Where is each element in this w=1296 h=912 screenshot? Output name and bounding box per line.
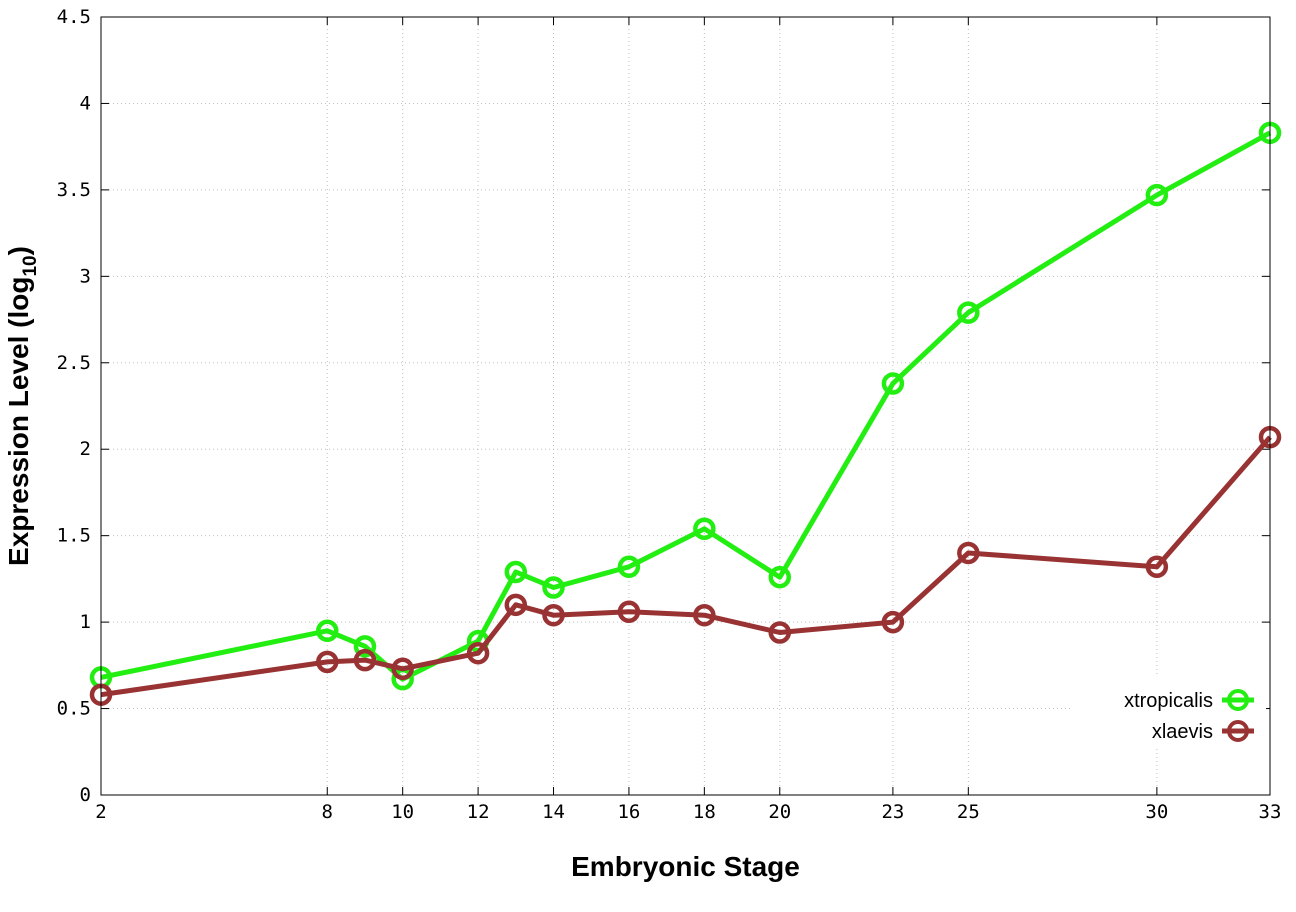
legend-label-xtropicalis: xtropicalis [1124,690,1213,712]
x-tick-label: 18 [693,801,716,823]
y-tick-label: 2.5 [57,352,91,374]
series-line-xlaevis [100,435,1272,698]
y-tick-label: 2 [80,438,91,460]
x-tick-label: 14 [542,801,565,823]
x-tick-label: 23 [881,801,904,823]
y-tick-label: 0 [80,784,91,806]
x-tick-label: 2 [95,801,106,823]
x-tick-label: 33 [1259,801,1282,823]
data-point-xtropicalis [504,560,528,584]
legend-label-xlaevis: xlaevis [1152,721,1213,743]
data-point-xlaevis [617,600,641,623]
data-point-xlaevis [957,541,980,565]
y-axis-title-suffix: ) [3,246,34,255]
data-point-xtropicalis [1145,183,1169,207]
x-tick-label: 16 [617,801,640,823]
tick-labels: 0 0.5 1 1.5 2 2.5 3 3.5 4 4.5 2 8 10 12 14 16 18 20 23 25 30… [57,6,1282,823]
data-point-xtropicalis [768,565,792,589]
y-tick-label: 1 [80,611,91,633]
data-point-xlaevis [391,657,414,681]
data-point-xtropicalis [542,576,565,599]
legend-marker-xlaevis [1227,720,1249,742]
series-xtropicalis [89,121,1282,691]
data-point-xlaevis [542,603,565,627]
data-point-xlaevis [768,621,792,644]
y-axis-title-subscript: 10 [20,255,41,276]
x-tick-label: 30 [1145,801,1168,823]
y-tick-label: 4 [80,92,91,114]
data-point-xlaevis [693,603,716,627]
data-point-xtropicalis [353,635,377,658]
data-point-xlaevis [504,593,528,617]
data-point-xlaevis [353,648,377,672]
data-point-xlaevis [466,641,490,665]
y-tick-label: 3.5 [57,179,91,201]
data-point-xtropicalis [316,619,339,643]
y-tick-label: 4.5 [57,6,91,28]
data-point-xtropicalis [693,517,716,541]
data-point-xtropicalis [881,372,905,395]
legend: xtropicalis xlaevis [1070,676,1266,748]
data-point-xtropicalis [617,555,641,579]
x-tick-label: 12 [467,801,490,823]
series-group [89,121,1282,706]
legend-marker-xtropicalis [1227,689,1249,711]
y-axis-title: Expression Level (log10) [3,246,41,566]
y-axis-title-main: Expression Level (log [3,277,34,566]
x-tick-label: 25 [957,801,980,823]
y-tick-label: 0.5 [57,698,91,720]
x-tick-label: 10 [391,801,414,823]
x-tick-label: 8 [322,801,333,823]
data-point-xlaevis [316,650,339,674]
x-tick-label: 20 [768,801,791,823]
plot-frame [100,16,1271,796]
data-point-xlaevis [881,610,905,634]
data-point-xtropicalis [957,301,980,324]
series-line-xtropicalis [100,130,1272,682]
data-point-xlaevis [1145,555,1169,579]
y-tick-label: 1.5 [57,525,91,547]
x-axis-title: Embryonic Stage [571,851,800,882]
y-tick-label: 3 [80,265,91,287]
series-xlaevis [89,425,1282,706]
legend-background [1070,676,1266,748]
